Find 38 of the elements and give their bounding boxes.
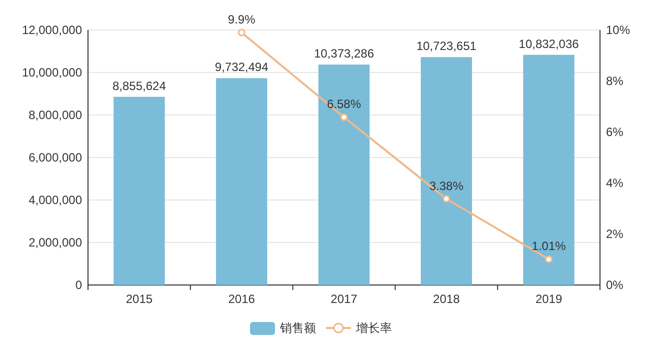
bar bbox=[216, 78, 268, 285]
x-tick-label: 2015 bbox=[126, 292, 153, 306]
data-label: 10,832,036 bbox=[518, 36, 580, 51]
y2-tick-label: 8% bbox=[606, 74, 624, 88]
data-label: 9,732,494 bbox=[214, 60, 269, 74]
point bbox=[442, 195, 450, 203]
y-tick-label: 10,000,000 bbox=[22, 66, 82, 80]
legend-label: 增长率 bbox=[355, 321, 392, 335]
y-tick-label: 4,000,000 bbox=[28, 193, 82, 207]
y-tick-label: 2,000,000 bbox=[28, 236, 82, 250]
y-tick-label: 8,000,000 bbox=[28, 108, 82, 122]
bar bbox=[420, 57, 472, 285]
x-tick-label: 2018 bbox=[433, 292, 460, 306]
data-label: 3.38% bbox=[429, 178, 464, 193]
x-tick-label: 2016 bbox=[228, 292, 256, 306]
y2-tick-label: 4% bbox=[606, 176, 624, 190]
bar bbox=[318, 64, 370, 285]
data-label: 10,723,651 bbox=[416, 39, 477, 54]
legend-label: 销售额 bbox=[279, 321, 316, 335]
y2-tick-label: 2% bbox=[606, 227, 624, 241]
data-label: 1.01% bbox=[532, 239, 566, 254]
point bbox=[340, 113, 348, 121]
data-label: 9.9% bbox=[228, 12, 256, 27]
point bbox=[238, 28, 246, 36]
y-tick-label: 6,000,000 bbox=[28, 150, 82, 164]
y2-tick-label: 10% bbox=[606, 23, 630, 37]
bar bbox=[523, 54, 574, 285]
y2-tick-label: 6% bbox=[606, 125, 624, 139]
data-label: 8,855,624 bbox=[112, 78, 166, 93]
point bbox=[545, 255, 553, 263]
bar bbox=[114, 96, 165, 285]
data-label: 6.58% bbox=[326, 97, 362, 112]
y-tick-label: 0 bbox=[75, 278, 82, 292]
y-tick-label: 12,000,000 bbox=[22, 23, 82, 37]
y2-tick-label: 0% bbox=[606, 278, 624, 292]
data-label: 10,373,286 bbox=[314, 46, 374, 61]
x-tick-label: 2019 bbox=[535, 292, 562, 306]
x-tick-label: 2017 bbox=[330, 292, 358, 306]
